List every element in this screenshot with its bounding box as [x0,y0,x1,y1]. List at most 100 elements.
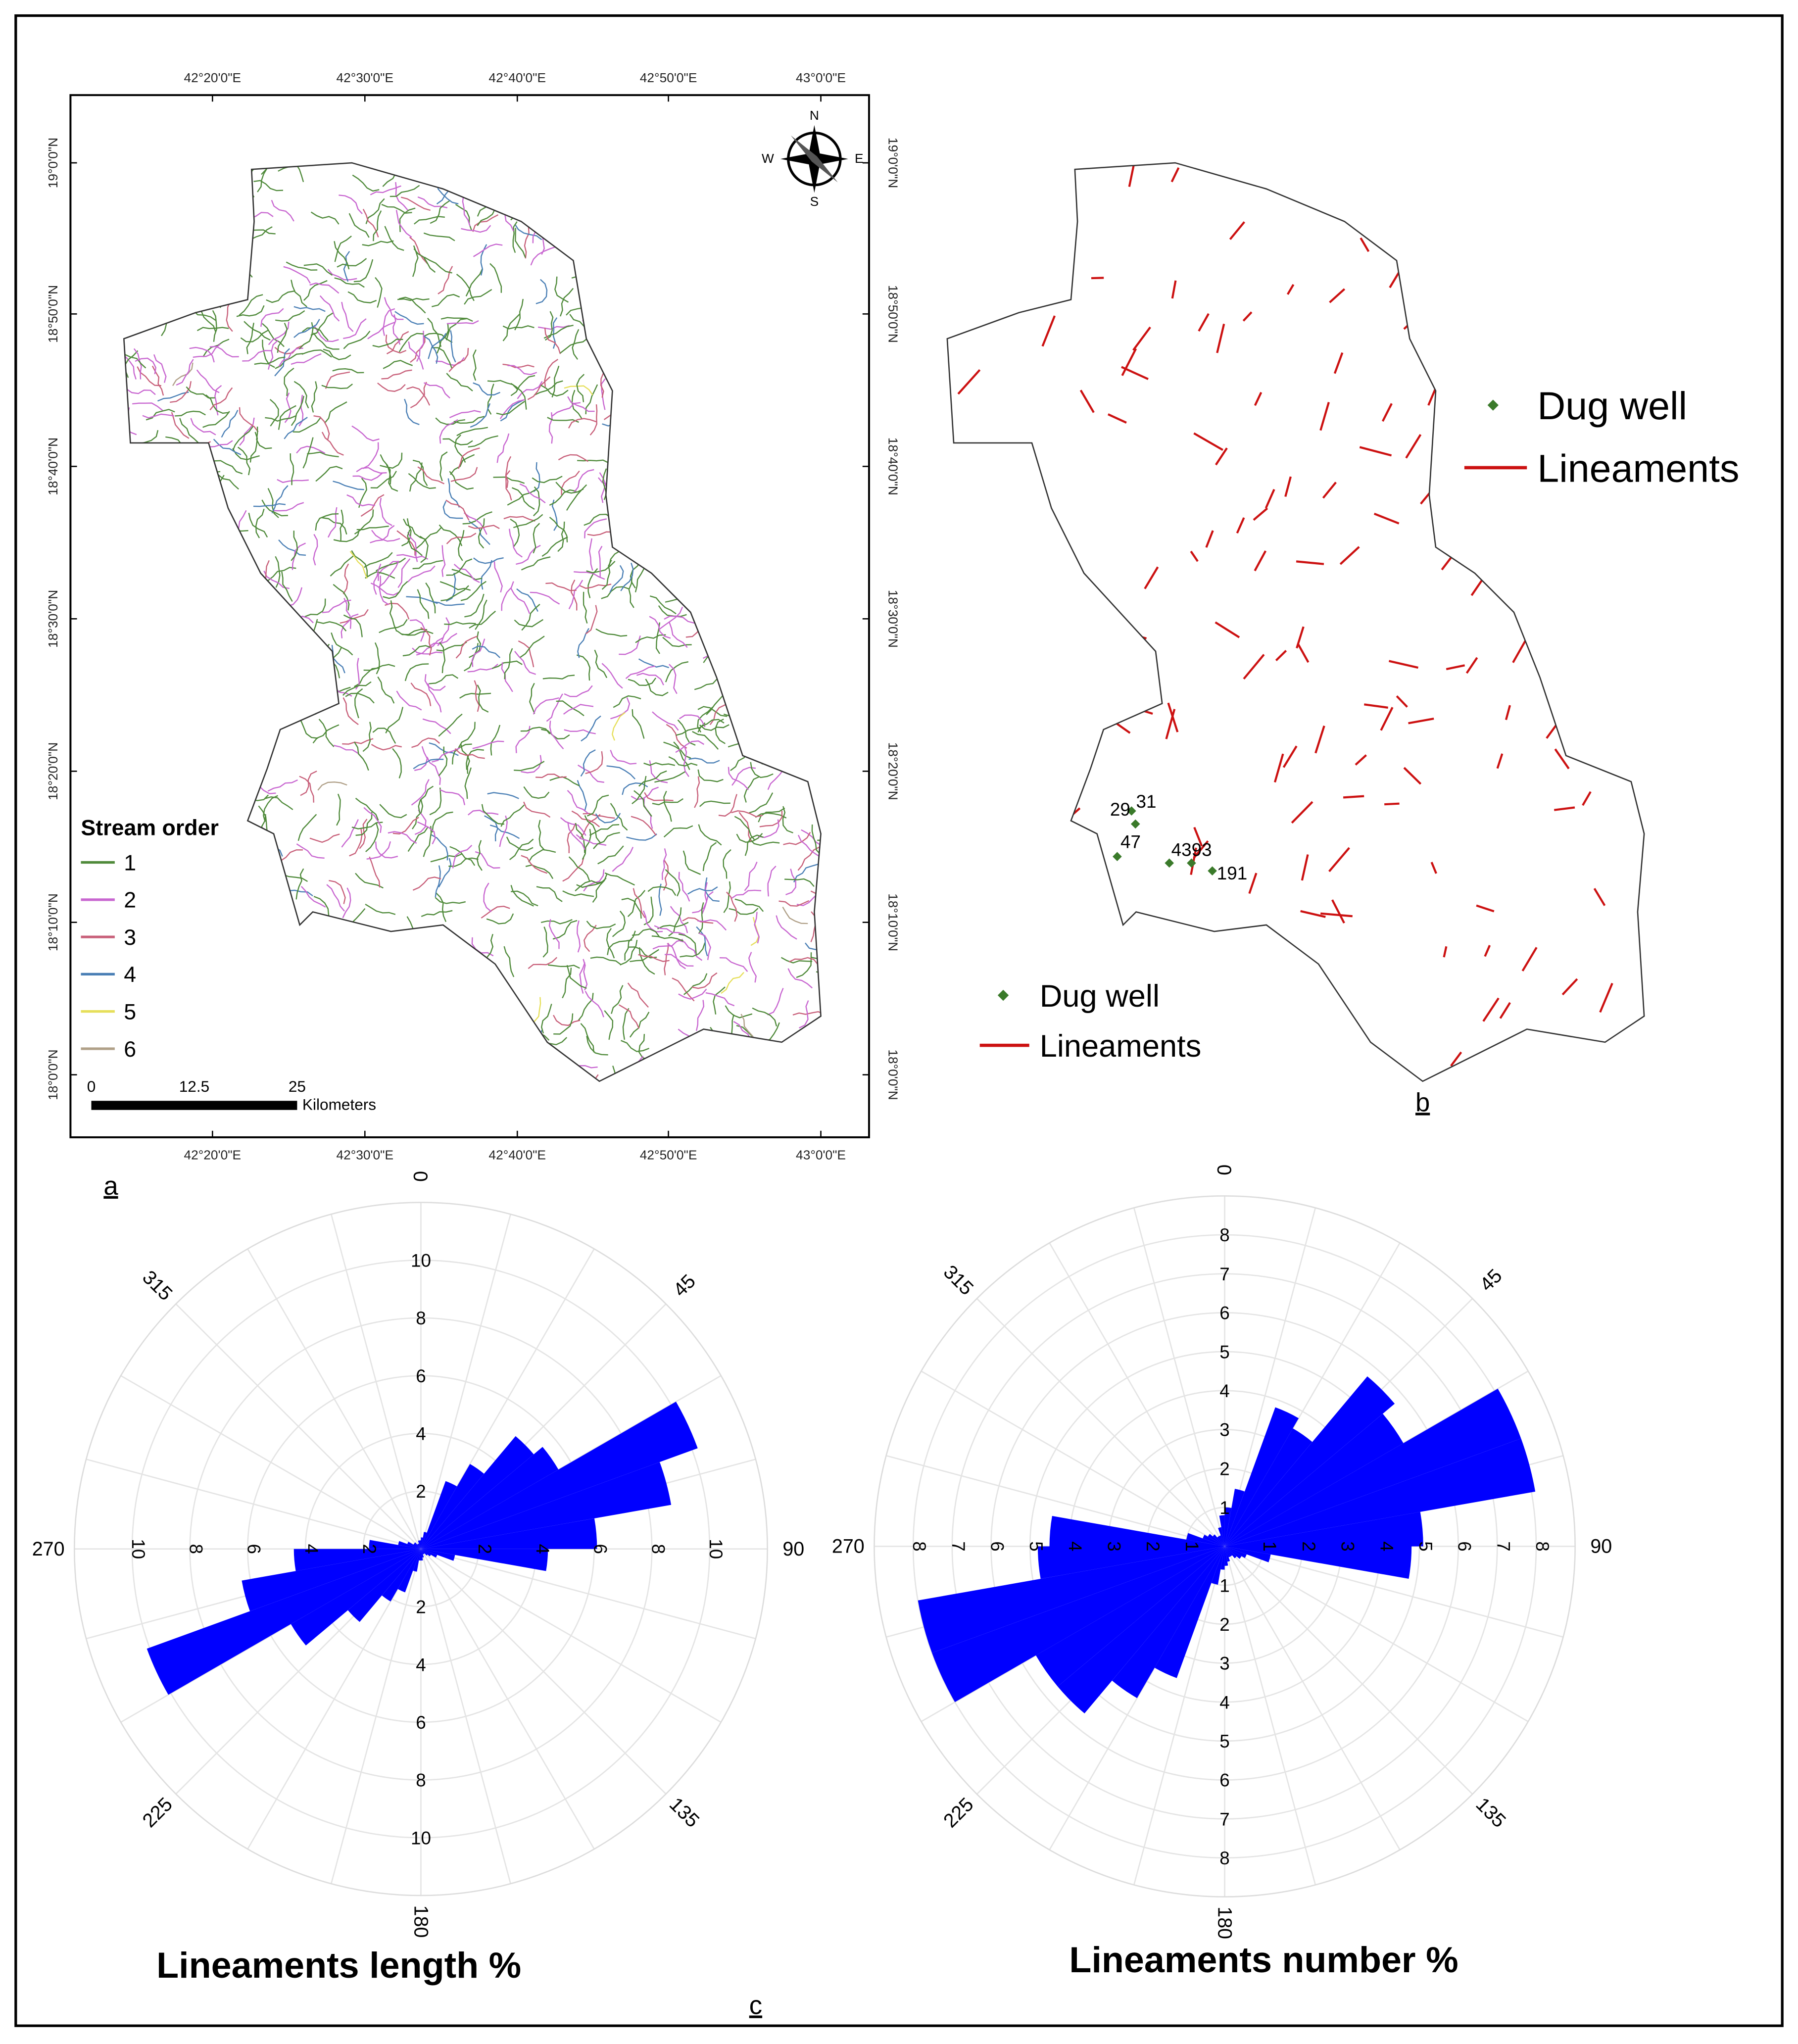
stream [395,210,412,238]
stream [281,571,293,602]
stream [421,910,453,917]
stream [698,824,722,846]
stream [462,195,471,227]
legend-label: Lineaments [1537,446,1739,490]
stream [521,755,542,774]
lineament [1253,507,1268,521]
stream [267,779,298,792]
stream [339,195,363,214]
stream [473,382,500,396]
stream [439,451,448,482]
grid-ring [990,1312,1459,1781]
stream [767,988,784,1016]
rose-petal [398,1541,421,1549]
stream [254,356,286,365]
stream [484,815,498,841]
stream [360,494,385,517]
stream [530,591,560,605]
r-tick-label: 7 [1493,1541,1513,1551]
stream [418,785,434,813]
stream [373,210,382,242]
stream [132,402,163,411]
lat-label: 18°20'0"N [885,742,900,800]
stream [295,868,304,900]
stream [652,798,683,806]
rose-petal [421,1549,455,1561]
stream [309,833,340,843]
stream [564,729,596,734]
panel-label: a [103,1171,118,1201]
stream [401,518,412,546]
lineament [1499,1002,1511,1019]
stream [444,621,476,625]
stream [649,616,671,639]
stream [501,581,514,611]
stream [374,642,380,675]
lineament [1273,753,1284,783]
r-tick-label: 8 [1219,1848,1230,1868]
stream [409,237,428,264]
stream [273,502,304,512]
stream [398,296,426,314]
stream [212,310,217,342]
rose-petal [1224,1546,1230,1562]
stream [699,724,729,731]
stream [481,804,505,825]
stream [547,417,579,423]
lineament [1408,717,1434,725]
stream [579,962,585,994]
stream [446,533,477,544]
stream [442,501,463,519]
lat-label: 18°30'0"N [885,590,900,648]
stream [461,225,491,233]
stream [353,741,369,771]
lineament [1331,899,1345,924]
lat-label: 18°0'0"N [46,1049,60,1100]
rose-petal [421,1436,534,1549]
stream [516,588,538,612]
stream [507,365,537,375]
stream [317,781,347,791]
stream [469,610,496,629]
stream [583,925,597,952]
stream [453,416,485,424]
stream [541,536,568,557]
stream [743,776,760,803]
stream [654,771,685,783]
lineament [1300,910,1326,918]
stream [284,417,308,439]
lat-label: 18°40'0"N [46,438,60,495]
stream [243,321,271,341]
stream [321,384,353,389]
r-tick-label: 4 [1065,1541,1085,1552]
lineament [1284,476,1292,497]
stream [450,330,456,363]
stream [448,348,469,372]
stream [318,719,335,747]
lineament [1108,413,1127,424]
stream [796,952,812,978]
r-tick-label: 2 [416,1597,426,1617]
stream [635,634,666,643]
stream [758,807,785,823]
stream [549,489,577,506]
stream [520,727,550,734]
stream [647,886,677,896]
r-tick-label: 5 [1219,1731,1230,1752]
stream [205,394,230,414]
lineament [1333,352,1344,374]
stream [290,453,294,486]
legend-label: Lineaments [1040,1029,1202,1064]
stream [362,722,372,752]
stream [370,583,400,596]
stream [414,809,427,835]
r-tick-label: 10 [128,1539,148,1559]
stream [445,573,456,602]
stream [486,913,514,925]
rose-petal [421,1549,424,1557]
r-tick-label: 1 [1182,1541,1202,1552]
stream [776,915,797,940]
rose-petal [1224,1489,1245,1547]
lineament [1381,403,1393,422]
stream [562,857,584,882]
